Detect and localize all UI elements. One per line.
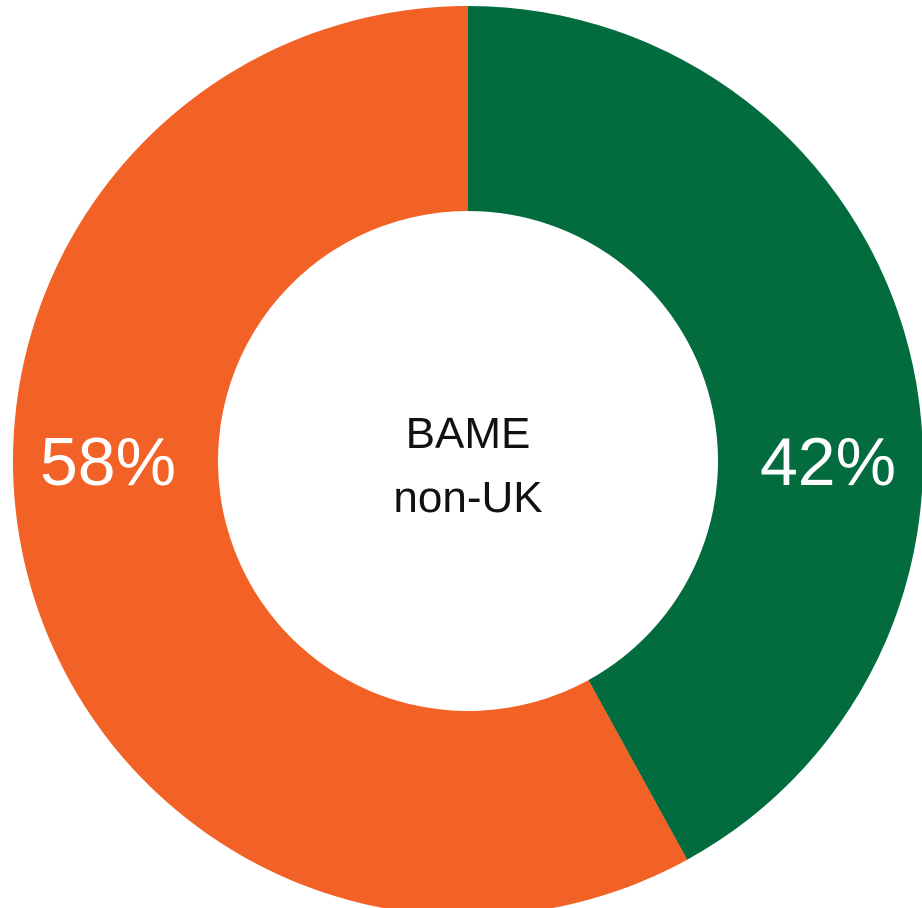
center-label-line1: BAME: [406, 409, 531, 458]
slice-label-1: 42%: [760, 424, 896, 500]
slice-labels: 42% 58%: [40, 424, 896, 500]
donut-slice-1: [468, 6, 922, 860]
center-label-line2: non-UK: [393, 473, 542, 522]
donut-slices: [13, 6, 922, 908]
donut-slice-2: [13, 6, 688, 908]
slice-label-2: 58%: [40, 424, 176, 500]
